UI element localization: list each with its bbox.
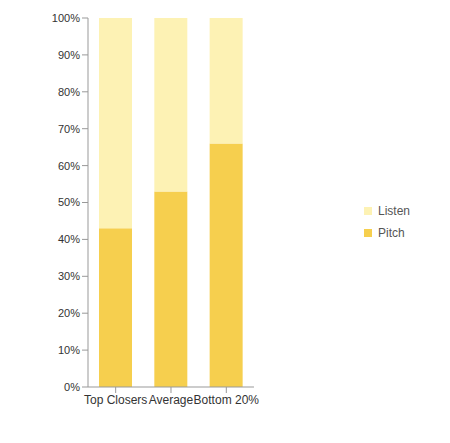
- svg-text:100%: 100%: [52, 12, 80, 24]
- svg-text:40%: 40%: [58, 233, 80, 245]
- svg-text:Bottom 20%: Bottom 20%: [194, 393, 260, 407]
- svg-text:50%: 50%: [58, 196, 80, 208]
- svg-text:30%: 30%: [58, 270, 80, 282]
- svg-text:Top Closers: Top Closers: [84, 393, 147, 407]
- svg-text:90%: 90%: [58, 49, 80, 61]
- svg-text:80%: 80%: [58, 86, 80, 98]
- svg-text:70%: 70%: [58, 123, 80, 135]
- svg-text:10%: 10%: [58, 344, 80, 356]
- svg-text:0%: 0%: [64, 381, 80, 393]
- html-text:Pitch: Pitch: [378, 225, 405, 240]
- svg-text:60%: 60%: [58, 160, 80, 172]
- svg-text:20%: 20%: [58, 307, 80, 319]
- html-text:Listen: Listen: [378, 203, 410, 218]
- svg-text:Average: Average: [149, 393, 194, 407]
